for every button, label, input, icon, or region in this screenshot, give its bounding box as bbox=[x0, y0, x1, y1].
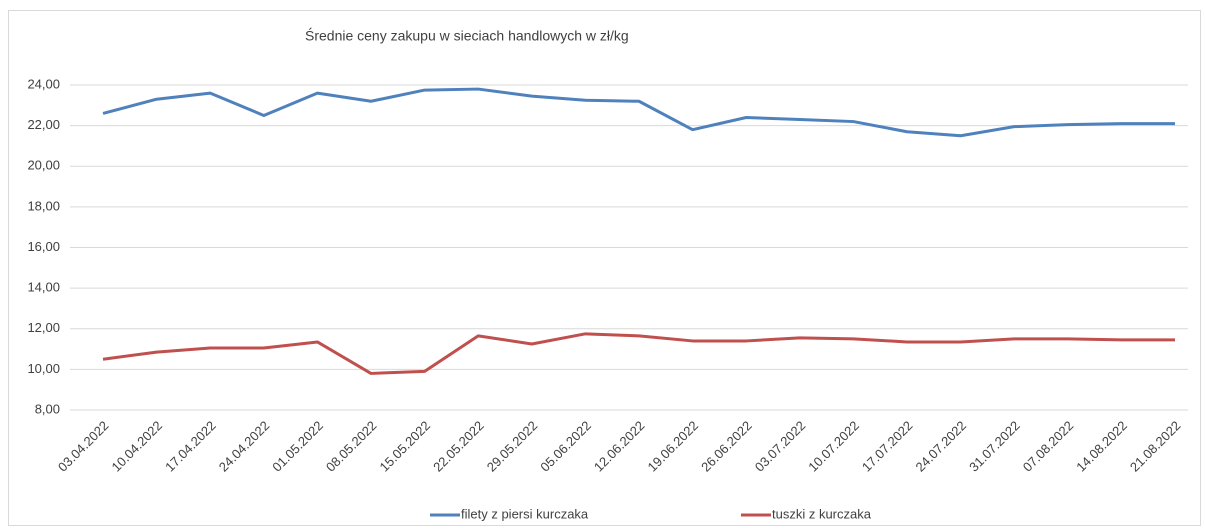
y-tick-label: 16,00 bbox=[27, 239, 60, 254]
series-line bbox=[102, 332, 1175, 375]
y-tick-label: 10,00 bbox=[27, 361, 60, 376]
legend-label: tuszki z kurczaka bbox=[772, 506, 872, 521]
y-tick-label: 24,00 bbox=[27, 76, 60, 91]
series-line bbox=[102, 87, 1175, 138]
legend-label: filety z piersi kurczaka bbox=[461, 506, 589, 521]
y-tick-label: 18,00 bbox=[27, 198, 60, 213]
y-tick-label: 8,00 bbox=[35, 401, 60, 416]
y-tick-label: 20,00 bbox=[27, 158, 60, 173]
y-tick-label: 12,00 bbox=[27, 320, 60, 335]
y-tick-label: 22,00 bbox=[27, 117, 60, 132]
chart-frame bbox=[8, 10, 1201, 526]
y-tick-label: 14,00 bbox=[27, 280, 60, 295]
chart-title: Średnie ceny zakupu w sieciach handlowyc… bbox=[305, 27, 629, 44]
